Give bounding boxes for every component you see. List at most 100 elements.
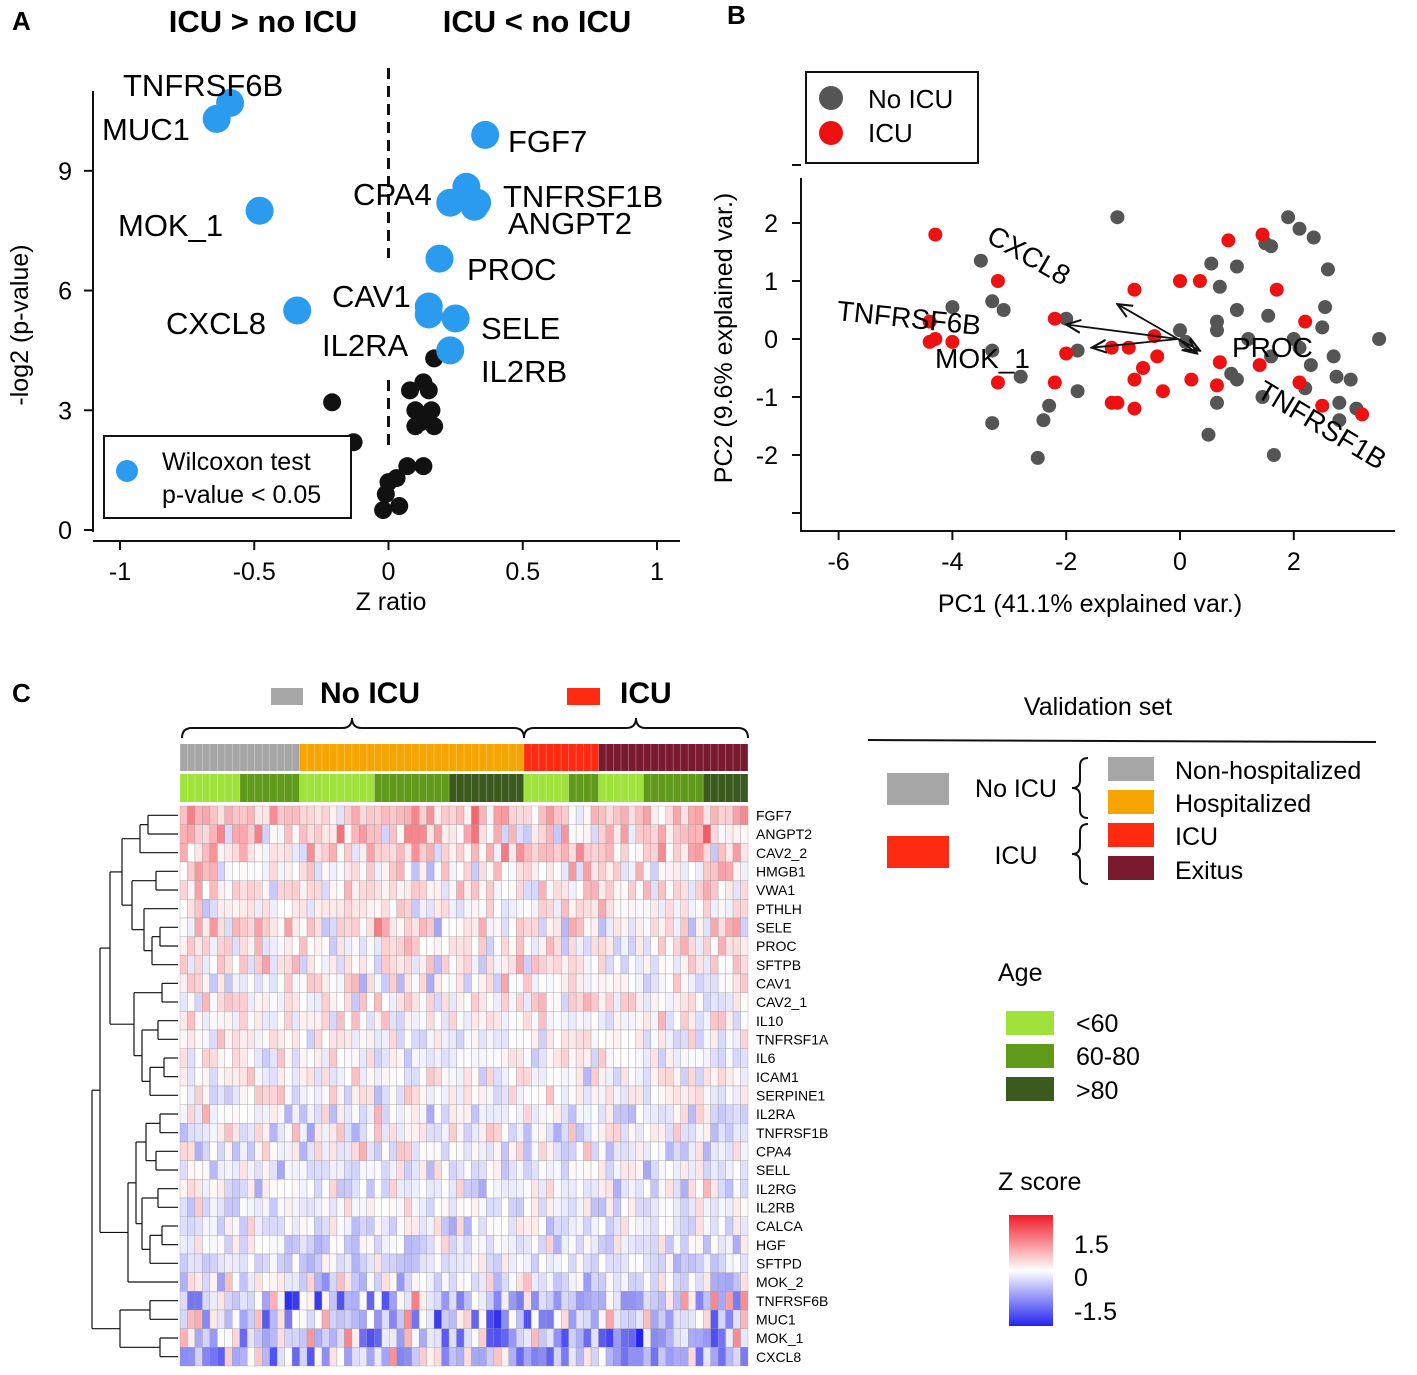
heatmap-cell — [575, 1048, 584, 1068]
heatmap-cell — [575, 1309, 584, 1329]
heatmap-cell — [702, 1085, 711, 1105]
heatmap-cell — [224, 1123, 233, 1143]
heatmap-cell — [209, 824, 218, 844]
heatmap-cell — [523, 1347, 532, 1367]
heatmap-cell — [336, 1029, 345, 1049]
heatmap-cell — [575, 1347, 584, 1367]
b-icu-point — [1173, 274, 1187, 288]
heatmap-cell — [209, 1328, 218, 1348]
heatmap-cell — [262, 843, 270, 863]
heatmap-cell — [396, 899, 405, 919]
heatmap-cell — [239, 880, 248, 900]
heatmap-cell — [613, 1272, 622, 1292]
heatmap-cell — [493, 1048, 502, 1068]
heatmap-cell — [441, 1067, 450, 1087]
heatmap-cell — [269, 1048, 278, 1068]
heatmap-cell — [314, 992, 323, 1012]
heatmap-cell — [202, 843, 211, 863]
heatmap-cell — [516, 843, 524, 863]
heatmap-cell — [635, 992, 644, 1012]
heatmap-cell — [187, 1309, 196, 1329]
heatmap-cell — [374, 936, 382, 956]
b-no-icu-point — [1209, 323, 1224, 338]
heatmap-cell — [344, 1328, 353, 1348]
heatmap-cell — [336, 1309, 345, 1329]
panel-b-label: B — [727, 0, 746, 30]
heatmap-cell — [179, 955, 188, 975]
b-no-icu-point — [1318, 300, 1333, 315]
b-icu-point — [928, 227, 943, 242]
heatmap-cell — [613, 1160, 622, 1180]
heatmap-cell — [725, 1067, 734, 1087]
heatmap-cell — [276, 824, 285, 844]
heatmap-cell — [688, 880, 696, 900]
heatmap-cell — [448, 1291, 457, 1311]
heatmap-cell — [232, 1328, 240, 1348]
heatmap-cell — [643, 1291, 652, 1311]
heatmap-cell — [725, 917, 734, 937]
heatmap-cell — [725, 992, 734, 1012]
heatmap-cell — [194, 955, 203, 975]
heatmap-cell — [635, 917, 644, 937]
heatmap-cell — [269, 1328, 278, 1348]
heatmap-cell — [478, 1272, 487, 1292]
heatmap-cell — [433, 955, 442, 975]
heatmap-cell — [583, 1253, 592, 1273]
heatmap-cell — [590, 992, 599, 1012]
b-y-tick-label: -1 — [756, 384, 778, 412]
heatmap-cell — [239, 1179, 248, 1199]
heatmap-cell — [314, 843, 323, 863]
heatmap-cell — [516, 1347, 524, 1367]
heatmap-cell — [732, 1029, 741, 1049]
heatmap-cell — [673, 1197, 681, 1217]
b-no-icu-point — [945, 300, 960, 315]
heatmap-cell — [381, 1029, 390, 1049]
heatmap-cell — [426, 1160, 435, 1180]
heatmap-cell — [389, 936, 397, 956]
heatmap-cell — [516, 899, 524, 919]
panel-a-title-right: ICU < no ICU — [443, 4, 632, 39]
a-y-tick-label: 0 — [58, 517, 72, 545]
heatmap-cell — [508, 1011, 517, 1031]
heatmap-cell — [725, 1160, 734, 1180]
heatmap-cell — [441, 1160, 450, 1180]
heatmap-cell — [665, 1309, 674, 1329]
heatmap-cell — [448, 1029, 457, 1049]
a-point-label: ANGPT2 — [508, 206, 632, 241]
heatmap-cell — [613, 1085, 622, 1105]
heatmap-cell — [254, 973, 263, 993]
heatmap-cell — [306, 1123, 315, 1143]
heatmap-cell — [344, 1253, 353, 1273]
heatmap-cell — [389, 1197, 397, 1217]
heatmap-cell — [194, 1104, 203, 1124]
heatmap-cell — [448, 1085, 457, 1105]
panel-a-legend-line1: Wilcoxon test — [162, 448, 311, 476]
a-x-tick-label: 1 — [650, 558, 664, 586]
heatmap-cell — [276, 1291, 285, 1311]
heatmap-cell — [710, 1216, 719, 1236]
heatmap-cell — [404, 1123, 412, 1143]
heatmap-cell — [299, 1179, 308, 1199]
heatmap-cell — [613, 955, 622, 975]
heatmap-cell — [411, 805, 420, 825]
heatmap-cell — [710, 824, 719, 844]
heatmap-cell — [411, 992, 420, 1012]
heatmap-cell — [493, 1011, 502, 1031]
panel-a-xlabel: Z ratio — [356, 588, 427, 616]
heatmap-cell — [344, 824, 353, 844]
heatmap-cell — [650, 1048, 659, 1068]
heatmap-cell — [247, 1235, 255, 1255]
heatmap-cell — [404, 861, 412, 881]
heatmap-cell — [658, 936, 666, 956]
heatmap-cell — [620, 973, 629, 993]
heatmap-cell — [695, 1141, 704, 1161]
heatmap-cell — [486, 1253, 495, 1273]
heatmap-cell — [291, 1216, 300, 1236]
heatmap-cell — [523, 1328, 532, 1348]
heatmap-cell — [538, 936, 547, 956]
heatmap-cell — [478, 1067, 487, 1087]
heatmap-cell — [702, 992, 711, 1012]
heatmap-cell — [471, 1123, 480, 1143]
heatmap-cell — [568, 1141, 577, 1161]
heatmap-cell — [314, 1067, 323, 1087]
